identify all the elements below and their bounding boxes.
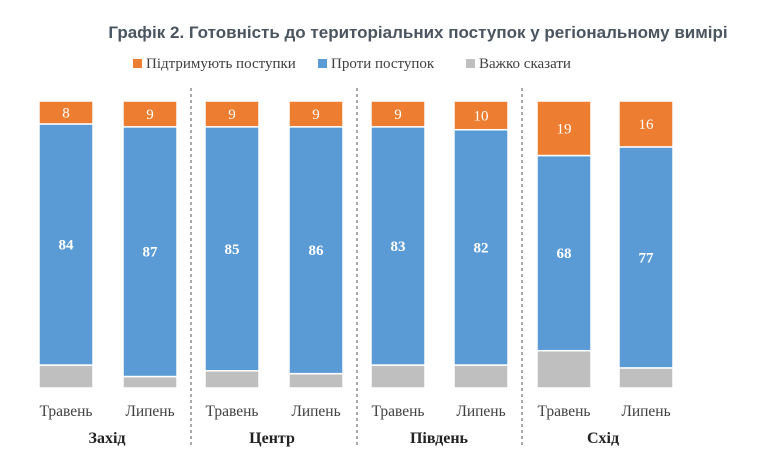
bar-unsure-3 <box>288 372 344 389</box>
bar-unsure-1 <box>122 375 178 389</box>
bar-against-0 <box>38 123 94 366</box>
legend-swatch-2 <box>466 59 475 68</box>
bar-against-4 <box>370 126 426 366</box>
region-labels: Захід Центр Південь Схід <box>89 430 620 447</box>
bar-unsure-2 <box>204 370 260 389</box>
data-label-support-1: 9 <box>146 107 154 123</box>
region-label-2: Південь <box>410 430 469 447</box>
data-label-against-6: 68 <box>557 246 572 262</box>
bar-against-6 <box>536 154 592 352</box>
bars: 84 8 87 9 85 9 86 9 83 9 82 10 68 19 77 16 <box>38 100 674 389</box>
data-label-support-5: 10 <box>474 108 489 124</box>
data-label-against-4: 83 <box>391 239 406 255</box>
category-labels: Травень Липень Травень Липень Травень Липень Т… <box>40 403 671 420</box>
category-label-3: Липень <box>291 403 340 420</box>
legend: Підтримують поступки Проти поступок Важко … <box>133 56 571 72</box>
bar-against-7 <box>618 146 674 369</box>
category-label-0: Травень <box>40 403 93 420</box>
bar-support-0 <box>38 100 94 125</box>
bar-unsure-4 <box>370 364 426 389</box>
bar-support-3 <box>288 100 344 128</box>
data-label-against-2: 85 <box>225 242 240 258</box>
legend-swatch-1 <box>318 59 327 68</box>
legend-label-2: Важко сказати <box>479 56 571 72</box>
data-label-against-5: 82 <box>474 240 489 256</box>
data-label-support-0: 8 <box>62 105 70 121</box>
data-label-against-7: 77 <box>639 250 655 266</box>
bar-against-1 <box>122 126 178 378</box>
category-label-2: Травень <box>206 403 259 420</box>
data-label-against-3: 86 <box>309 243 325 259</box>
category-label-1: Липень <box>125 403 174 420</box>
category-label-4: Травень <box>372 403 425 420</box>
data-label-support-2: 9 <box>228 107 236 123</box>
data-label-support-3: 9 <box>312 107 320 123</box>
data-label-support-6: 19 <box>557 121 572 137</box>
region-label-3: Схід <box>587 430 619 447</box>
bar-support-6 <box>536 100 592 157</box>
legend-swatch-0 <box>133 59 142 68</box>
bar-unsure-5 <box>453 364 509 389</box>
bar-unsure-0 <box>38 364 94 389</box>
data-label-against-0: 84 <box>59 238 75 254</box>
data-label-support-4: 9 <box>394 107 402 123</box>
group-separators <box>190 88 523 448</box>
bar-support-7 <box>618 100 674 148</box>
bar-against-5 <box>453 128 509 366</box>
region-label-0: Захід <box>89 430 126 447</box>
bar-unsure-7 <box>618 367 674 389</box>
bar-support-5 <box>453 100 509 131</box>
bar-support-1 <box>122 100 178 128</box>
category-label-5: Липень <box>456 403 505 420</box>
legend-label-0: Підтримують поступки <box>146 56 296 72</box>
bar-unsure-6 <box>536 349 592 389</box>
bar-support-2 <box>204 100 260 128</box>
chart-title: Графік 2. Готовність до територіальних п… <box>108 23 727 42</box>
bar-against-3 <box>288 126 344 375</box>
bar-support-4 <box>370 100 426 128</box>
category-label-6: Травень <box>538 403 591 420</box>
region-label-1: Центр <box>249 430 295 447</box>
legend-label-1: Проти поступок <box>331 56 435 72</box>
data-label-against-1: 87 <box>143 245 159 261</box>
data-label-support-7: 16 <box>639 117 655 133</box>
category-label-7: Липень <box>621 403 670 420</box>
